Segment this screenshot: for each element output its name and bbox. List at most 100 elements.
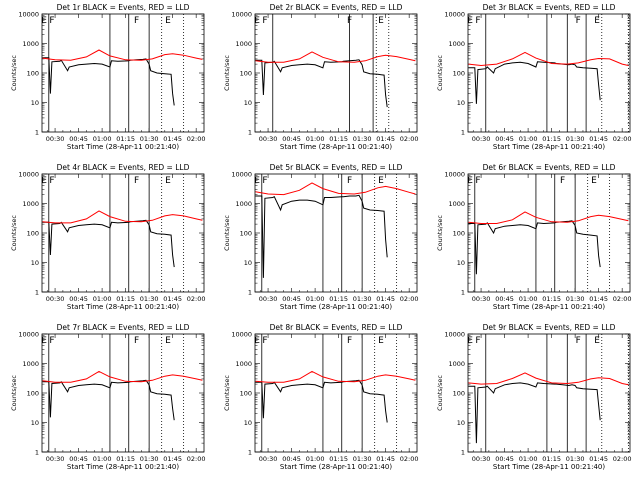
y-tick-label: 100 [27, 230, 39, 238]
chart-title: Det 1r BLACK = Events, RED = LLD [57, 3, 190, 12]
series-line-events [255, 194, 388, 278]
y-tick-label: 1 [35, 129, 39, 137]
chart-panel-6: Det 6r BLACK = Events, RED = LLD 1 10 100 10… [436, 163, 632, 311]
y-tick-label: 1 [248, 449, 252, 457]
annotation-label: E [41, 16, 47, 26]
x-tick-label: 01:45 [376, 295, 395, 303]
series-line-events [468, 382, 601, 444]
x-tick-label: 01:45 [163, 135, 182, 143]
y-tick-label: 10 [244, 419, 252, 427]
series-line-events [255, 379, 388, 423]
annotation-label: F [347, 336, 352, 346]
x-tick-label: 01:30 [353, 455, 372, 463]
x-tick-label: 00:45 [282, 295, 301, 303]
annotation-label: F [49, 336, 54, 346]
y-tick-label: 1 [248, 289, 252, 297]
x-tick-label: 01:30 [566, 455, 585, 463]
annotation-label: F [262, 176, 267, 186]
x-axis-label: Start Time (28-Apr-11 00:21:40) [67, 143, 179, 151]
annotation-label: F [560, 176, 565, 186]
x-tick-label: 01:15 [329, 455, 348, 463]
x-tick-label: 00:30 [46, 295, 65, 303]
y-axis-label: Counts/sec [223, 215, 231, 251]
chart-panel-4: Det 4r BLACK = Events, RED = LLD 1 10 100 10… [10, 163, 206, 311]
plot-frame [254, 13, 418, 133]
x-axis-label: Start Time (28-Apr-11 00:21:40) [493, 143, 605, 151]
chart-panel-1: Det 1r BLACK = Events, RED = LLD 1 10 100 10… [10, 3, 206, 151]
x-tick-label: 01:00 [93, 455, 112, 463]
x-tick-label: 02:00 [187, 135, 206, 143]
annotation-label: E [594, 336, 600, 346]
x-tick-label: 00:45 [495, 455, 514, 463]
y-tick-label: 10 [31, 259, 39, 267]
x-tick-label: 01:45 [163, 455, 182, 463]
chart-title: Det 4r BLACK = Events, RED = LLD [57, 163, 190, 172]
x-tick-label: 00:30 [259, 295, 278, 303]
x-tick-label: 01:30 [566, 295, 585, 303]
x-tick-label: 01:30 [140, 295, 159, 303]
annotation-label: F [347, 176, 352, 186]
y-tick-label: 1 [35, 449, 39, 457]
chart-panel-5: Det 5r BLACK = Events, RED = LLD 1 10 100 10… [223, 163, 419, 311]
y-tick-label: 1000 [448, 40, 465, 48]
plot-frame [41, 173, 205, 293]
annotation-label: F [134, 336, 139, 346]
series-line-events [468, 61, 601, 104]
x-tick-label: 01:00 [93, 135, 112, 143]
annotation-label: E [41, 336, 47, 346]
series-line-lld [468, 372, 629, 386]
x-tick-label: 01:30 [140, 135, 159, 143]
y-axis-label: Counts/sec [223, 375, 231, 411]
x-axis-label: Start Time (28-Apr-11 00:21:40) [67, 463, 179, 471]
x-tick-label: 01:15 [542, 455, 561, 463]
x-tick-label: 01:30 [140, 455, 159, 463]
annotation-label: E [467, 176, 473, 186]
annotation-label: F [49, 16, 54, 26]
y-tick-label: 1000 [22, 200, 39, 208]
x-tick-label: 01:00 [93, 295, 112, 303]
y-tick-label: 1 [461, 289, 465, 297]
x-tick-label: 01:45 [589, 135, 608, 143]
chart-panel-8: Det 8r BLACK = Events, RED = LLD 1 10 100 10… [223, 323, 419, 471]
series-line-lld [42, 49, 203, 61]
chart-panel-7: Det 7r BLACK = Events, RED = LLD 1 10 100 10… [10, 323, 206, 471]
y-axis-label: Counts/sec [436, 215, 444, 251]
x-tick-label: 01:00 [306, 295, 325, 303]
x-tick-label: 00:45 [282, 455, 301, 463]
annotation-label: F [49, 176, 54, 186]
y-axis-label: Counts/sec [10, 375, 18, 411]
y-tick-label: 1 [35, 289, 39, 297]
chart-title: Det 6r BLACK = Events, RED = LLD [483, 163, 616, 172]
y-tick-label: 1000 [448, 360, 465, 368]
chart-panel-3: Det 3r BLACK = Events, RED = LLD 1 10 100 10… [436, 3, 632, 151]
annotation-label: F [576, 16, 581, 26]
y-tick-label: 1000 [235, 360, 252, 368]
x-tick-label: 00:45 [282, 135, 301, 143]
chart-title: Det 7r BLACK = Events, RED = LLD [57, 323, 190, 332]
annotation-label: E [254, 176, 260, 186]
plot-frame [467, 173, 631, 293]
y-tick-label: 1000 [235, 200, 252, 208]
x-tick-label: 01:45 [376, 455, 395, 463]
annotation-label: E [165, 176, 171, 186]
x-tick-label: 02:00 [400, 295, 419, 303]
annotation-label: E [378, 336, 384, 346]
plot-frame [254, 333, 418, 453]
x-tick-label: 00:30 [46, 135, 65, 143]
annotation-label: E [41, 176, 47, 186]
x-tick-label: 01:45 [376, 135, 395, 143]
y-tick-label: 1 [461, 129, 465, 137]
annotation-label: F [475, 176, 480, 186]
x-tick-label: 00:45 [69, 135, 88, 143]
x-axis-label: Start Time (28-Apr-11 00:21:40) [67, 303, 179, 311]
x-tick-label: 01:00 [519, 295, 538, 303]
y-tick-label: 1 [248, 129, 252, 137]
y-tick-label: 1000 [22, 360, 39, 368]
x-tick-label: 00:45 [69, 295, 88, 303]
plot-frame [254, 173, 418, 293]
y-tick-label: 10000 [444, 331, 465, 339]
y-tick-label: 10000 [18, 331, 39, 339]
series-line-lld [42, 370, 203, 383]
chart-title: Det 8r BLACK = Events, RED = LLD [270, 323, 403, 332]
y-tick-label: 10 [457, 259, 465, 267]
